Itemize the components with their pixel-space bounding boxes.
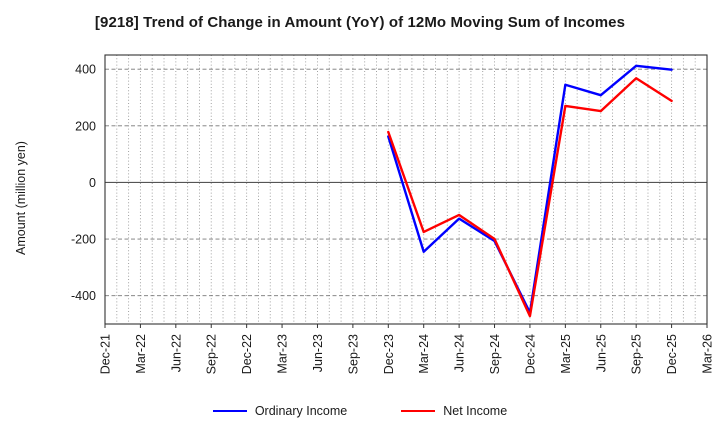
y-tick-label: 200 <box>75 119 96 133</box>
y-tick-label: 400 <box>75 63 96 77</box>
series-line-ordinary-income <box>387 64 673 314</box>
x-tick-label: Dec-22 <box>240 334 254 374</box>
x-tick-label: Jun-24 <box>453 334 467 372</box>
x-tick-label: Jun-22 <box>169 334 183 372</box>
y-tick-label: 0 <box>89 176 96 190</box>
x-tick-label: Mar-26 <box>701 334 715 374</box>
chart-title: [9218] Trend of Change in Amount (YoY) o… <box>94 14 626 31</box>
x-tick-label: Dec-24 <box>523 334 537 374</box>
x-tick-label: Mar-25 <box>559 334 573 374</box>
x-tick-label: Jun-23 <box>311 334 325 372</box>
y-tick-label: -400 <box>71 289 96 303</box>
x-tick-label: Sep-24 <box>488 334 502 374</box>
x-tick-label: Mar-22 <box>134 334 148 374</box>
x-tick-label: Mar-24 <box>417 334 431 374</box>
legend-item-ordinary-income[interactable]: Ordinary Income <box>212 404 348 418</box>
x-tick-label: Sep-23 <box>346 334 360 374</box>
legend-label: Ordinary Income <box>254 404 348 418</box>
x-tick-label: Dec-21 <box>99 334 113 374</box>
x-tick-label: Sep-22 <box>205 334 219 374</box>
series-line-net-income <box>387 77 673 318</box>
x-tick-label: Jun-25 <box>594 334 608 372</box>
legend-item-net-income[interactable]: Net Income <box>401 404 507 418</box>
x-tick-label: Sep-25 <box>630 334 644 374</box>
legend-label: Net Income <box>443 404 508 418</box>
x-tick-label: Dec-25 <box>665 334 679 374</box>
x-tick-label: Dec-23 <box>382 334 396 374</box>
y-tick-label: -200 <box>71 233 96 247</box>
legend-color-swatch <box>212 410 247 412</box>
chart-legend: Ordinary Income Net Income <box>0 404 720 418</box>
x-tick-label: Mar-23 <box>276 334 290 374</box>
plot-frame <box>104 54 708 325</box>
legend-color-swatch <box>401 410 436 412</box>
